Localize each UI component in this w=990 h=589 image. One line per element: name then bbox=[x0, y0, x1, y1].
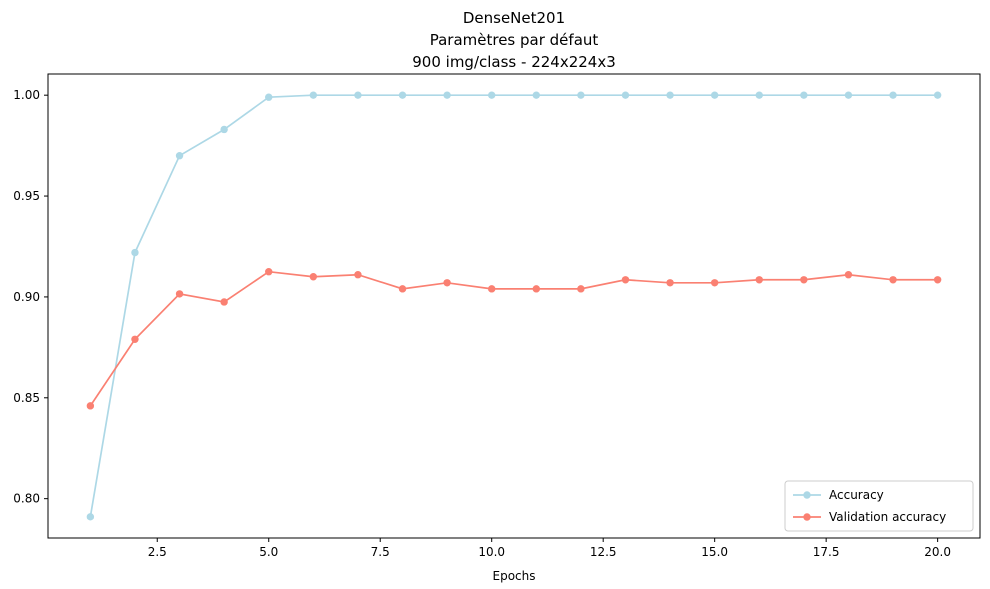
y-tick-label: 1.00 bbox=[13, 88, 40, 102]
data-point bbox=[398, 91, 407, 99]
data-point bbox=[265, 93, 273, 101]
series-1 bbox=[86, 91, 942, 521]
x-axis-ticks: 2.5 5.0 7.5 10.0 12.5 15.0 17.5 20.0 bbox=[148, 538, 951, 559]
legend-marker bbox=[803, 491, 811, 499]
legend-marker bbox=[803, 513, 811, 521]
data-point bbox=[86, 402, 95, 410]
x-tick-label: 10.0 bbox=[478, 545, 505, 559]
data-point bbox=[889, 276, 897, 284]
legend-box bbox=[784, 480, 974, 532]
data-point bbox=[354, 91, 362, 99]
data-point bbox=[532, 285, 540, 293]
data-point bbox=[666, 91, 674, 99]
data-point bbox=[844, 271, 853, 279]
title-line-1: DenseNet201 bbox=[463, 9, 565, 27]
data-point bbox=[443, 279, 451, 287]
title-line-2: Paramètres par défaut bbox=[430, 31, 599, 49]
x-tick-label: 5.0 bbox=[259, 545, 278, 559]
series-2 bbox=[86, 268, 942, 410]
data-point bbox=[577, 285, 585, 293]
series-line bbox=[89, 94, 938, 517]
data-point bbox=[621, 91, 630, 99]
data-point bbox=[131, 248, 139, 257]
data-point bbox=[666, 279, 674, 287]
y-tick-label: 0.90 bbox=[13, 290, 40, 304]
data-point bbox=[755, 91, 763, 99]
y-tick-label: 0.80 bbox=[13, 492, 40, 506]
data-point bbox=[933, 276, 942, 284]
series-line bbox=[89, 270, 938, 407]
data-point bbox=[710, 279, 719, 287]
axes-frame bbox=[47, 73, 981, 539]
y-axis-ticks: 0.80 0.85 0.90 0.95 1.00 bbox=[13, 88, 48, 506]
data-point bbox=[800, 91, 808, 99]
data-point bbox=[265, 268, 273, 276]
x-axis-label: Epochs bbox=[493, 569, 536, 583]
data-point bbox=[175, 290, 184, 298]
data-point bbox=[710, 91, 719, 99]
data-point bbox=[488, 91, 496, 99]
x-tick-label: 2.5 bbox=[148, 545, 167, 559]
x-tick-label: 17.5 bbox=[813, 545, 840, 559]
legend-item: Accuracy bbox=[793, 488, 884, 502]
data-point bbox=[131, 335, 139, 343]
data-point bbox=[577, 91, 585, 99]
data-point bbox=[844, 91, 853, 99]
data-point bbox=[309, 273, 318, 281]
data-point bbox=[889, 91, 897, 99]
title-line-3: 900 img/class - 224x224x3 bbox=[412, 53, 616, 71]
legend-label: Validation accuracy bbox=[829, 510, 946, 524]
data-point bbox=[933, 91, 942, 99]
x-tick-label: 15.0 bbox=[701, 545, 728, 559]
data-point bbox=[800, 276, 808, 284]
data-point bbox=[443, 91, 451, 99]
x-tick-label: 7.5 bbox=[371, 545, 390, 559]
x-tick-label: 12.5 bbox=[590, 545, 617, 559]
data-point bbox=[220, 298, 228, 306]
data-point bbox=[86, 513, 95, 521]
data-point bbox=[175, 152, 184, 160]
data-point bbox=[755, 276, 763, 284]
legend: Accuracy Validation accuracy bbox=[784, 480, 974, 532]
data-point bbox=[309, 91, 318, 99]
data-point bbox=[532, 91, 540, 99]
y-tick-label: 0.95 bbox=[13, 189, 40, 203]
data-point bbox=[398, 285, 407, 293]
y-tick-label: 0.85 bbox=[13, 391, 40, 405]
chart-title: DenseNet201 Paramètres par défaut 900 im… bbox=[412, 9, 616, 71]
plot-area bbox=[86, 91, 942, 521]
legend-item: Validation accuracy bbox=[793, 510, 946, 524]
x-tick-label: 20.0 bbox=[924, 545, 951, 559]
data-point bbox=[488, 285, 496, 293]
data-point bbox=[220, 125, 228, 134]
legend-label: Accuracy bbox=[829, 488, 884, 502]
data-point bbox=[354, 271, 362, 279]
data-point bbox=[621, 276, 630, 284]
